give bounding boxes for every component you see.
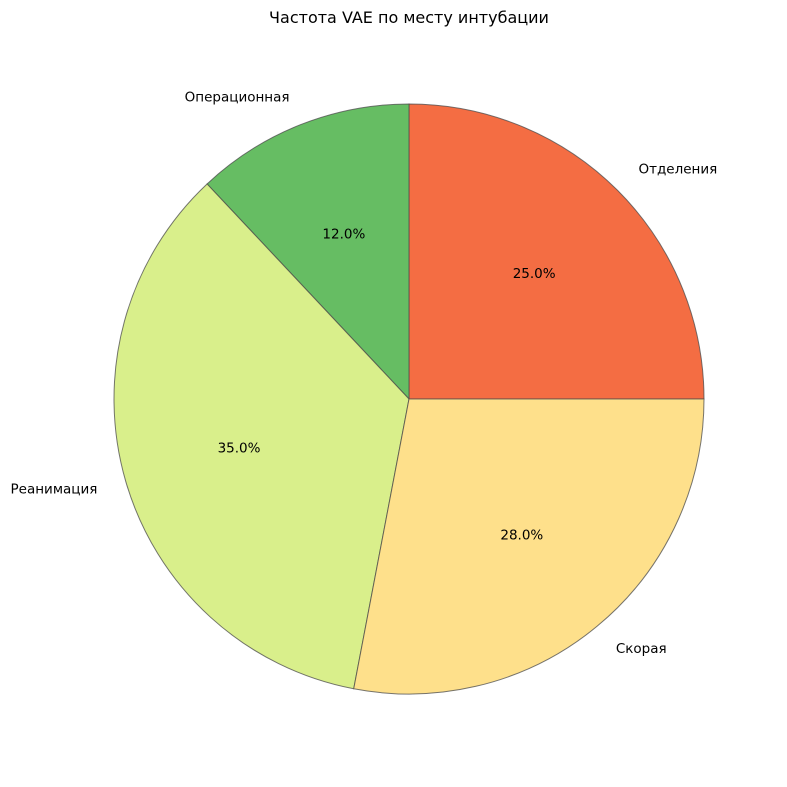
slice-label-1: Операционная (185, 89, 290, 105)
slice-percent-2: 35.0% (218, 440, 261, 456)
slice-label-2: Реанимация (11, 482, 98, 498)
slice-percent-0: 25.0% (513, 266, 556, 282)
pie-slice-1 (206, 103, 410, 401)
chart-title: Частота VAE по месту интубации (269, 8, 549, 27)
slice-label-0: Отделения (638, 162, 717, 178)
pie-slices (113, 103, 705, 695)
slice-label-3: Скорая (616, 641, 667, 657)
slice-percent-3: 28.0% (500, 527, 543, 543)
pie-slice-0 (408, 103, 705, 400)
pie-slice-2 (113, 183, 410, 690)
slice-percent-1: 12.0% (322, 226, 365, 242)
pie-slice-3 (353, 398, 705, 695)
pie-labels: Отделения 25.0% Операционная 12.0% Реанимаци… (11, 89, 718, 657)
